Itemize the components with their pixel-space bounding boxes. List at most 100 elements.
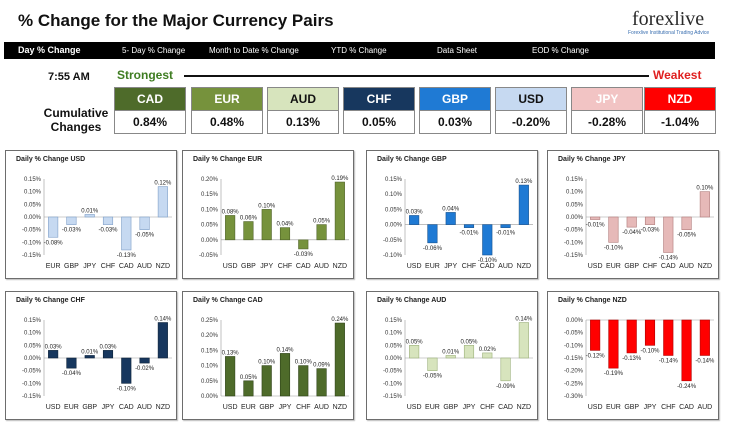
y-tick-label: 0.05% — [24, 343, 42, 349]
y-tick-label: -0.30% — [564, 394, 584, 400]
currency-cumulative-value: -0.20% — [496, 110, 566, 134]
tab-eod-change[interactable]: EOD % Change — [532, 46, 589, 55]
timestamp: 7:55 AM — [48, 71, 90, 83]
bar — [298, 365, 309, 397]
y-tick-label: -0.10% — [383, 381, 403, 387]
chart-plot: 0.25% 0.20% 0.15% 0.10% 0.05% 0.00% 0.13% USD 0.… — [201, 317, 349, 411]
currency-box-jpy: JPY -0.28% — [571, 87, 643, 134]
currency-box-nzd: NZD -1.04% — [644, 87, 716, 134]
bar — [590, 319, 601, 351]
data-label: -0.03% — [98, 228, 118, 234]
data-label: 0.04% — [276, 222, 294, 228]
x-tick-label: CAD — [119, 263, 134, 270]
y-tick-label: -0.15% — [383, 394, 403, 400]
currency-box-aud: AUD 0.13% — [267, 87, 339, 134]
x-tick-label: AUD — [314, 404, 329, 411]
bar — [225, 215, 236, 241]
tab-day-change[interactable]: Day % Change — [18, 45, 81, 55]
x-tick-label: USD — [223, 404, 238, 411]
x-tick-label: JPY — [102, 404, 115, 411]
data-label: -0.04% — [62, 371, 82, 377]
y-tick-label: 0.10% — [566, 190, 584, 196]
x-tick-label: NZD — [333, 404, 347, 411]
tab-month-to-date-change[interactable]: Month to Date % Change — [209, 46, 299, 55]
chart-title: Daily % Change EUR — [193, 156, 263, 163]
y-tick-label: 0.10% — [201, 207, 219, 213]
cumulative-changes-label: Cumulative Changes — [43, 106, 109, 134]
chart-title: Daily % Change USD — [16, 156, 86, 163]
x-tick-label: EUR — [46, 263, 61, 270]
x-tick-label: CHF — [462, 263, 476, 270]
x-tick-label: EUR — [425, 404, 440, 411]
x-tick-label: USD — [223, 263, 238, 270]
x-tick-label: USD — [46, 404, 61, 411]
bar — [298, 239, 309, 250]
x-tick-label: CAD — [296, 263, 311, 270]
x-tick-label: NZD — [333, 263, 347, 270]
data-label: 0.12% — [154, 181, 172, 187]
x-tick-label: CAD — [119, 404, 134, 411]
bar — [590, 216, 601, 220]
bar — [139, 216, 150, 230]
bar — [261, 365, 272, 397]
bar — [463, 224, 475, 228]
forexlive-logo: forexlive Forexlive Institutional Tradin… — [616, 6, 721, 40]
y-tick-label: -0.10% — [564, 240, 584, 246]
y-tick-label: -0.05% — [383, 369, 403, 375]
tab-ytd-change[interactable]: YTD % Change — [331, 46, 387, 55]
nav-bar: Day % Change 5- Day % Change Month to Da… — [4, 42, 715, 59]
chart-title: Daily % Change CAD — [193, 297, 263, 304]
bar — [139, 357, 150, 364]
x-tick-label: NZD — [517, 263, 531, 270]
y-tick-label: -0.10% — [383, 253, 403, 259]
data-label: 0.06% — [240, 216, 258, 222]
currency-cumulative-value: 0.03% — [420, 110, 490, 134]
y-tick-label: 0.00% — [385, 223, 403, 229]
x-tick-label: USD — [407, 263, 422, 270]
data-label: 0.14% — [154, 317, 172, 323]
data-label: -0.10% — [640, 348, 660, 354]
x-tick-label: GBP — [82, 404, 97, 411]
bar — [608, 216, 619, 243]
chart-title: Daily % Change JPY — [558, 156, 626, 163]
chart-jpy: Daily % Change JPY 0.15% 0.10% 0.05% 0.00% -0… — [547, 150, 719, 279]
bar — [261, 209, 272, 241]
x-tick-label: JPY — [279, 404, 292, 411]
bar — [681, 319, 692, 382]
bar — [243, 380, 254, 397]
bar — [121, 357, 132, 384]
chart-plot: 0.15%0.10%0.05%0.00%-0.05%-0.10%-0.15%0.… — [383, 317, 533, 411]
data-label: -0.14% — [695, 358, 715, 364]
x-tick-label: CAD — [480, 263, 495, 270]
bar — [66, 216, 77, 225]
bar — [334, 322, 345, 397]
chart-plot: 0.15% 0.10% 0.05% 0.00% -0.05% -0.10% -0.15% -0… — [22, 177, 172, 270]
tab-5-day-change[interactable]: 5- Day % Change — [122, 46, 186, 55]
y-tick-label: 0.25% — [201, 318, 219, 324]
x-tick-label: AUD — [697, 404, 712, 411]
chart-plot: 0.15% 0.10% 0.05% 0.00% -0.05% -0.10% 0.03% USD… — [383, 177, 533, 270]
bar — [699, 319, 710, 356]
x-tick-label: USD — [588, 263, 603, 270]
x-tick-label: NZD — [156, 263, 170, 270]
chart-gbp: Daily % Change GBP 0.15% 0.10% 0.05% 0.00% -0… — [366, 150, 538, 279]
currency-box-gbp: GBP 0.03% — [419, 87, 491, 134]
bar — [334, 181, 345, 241]
y-tick-label: 0.15% — [385, 177, 403, 183]
data-label: -0.09% — [496, 384, 516, 390]
currency-box-chf: CHF 0.05% — [343, 87, 415, 134]
tab-data-sheet[interactable]: Data Sheet — [437, 46, 478, 55]
y-tick-label: 0.15% — [24, 177, 42, 183]
x-tick-label: NZD — [517, 404, 531, 411]
x-tick-label: CHF — [296, 404, 310, 411]
data-label: 0.03% — [45, 344, 63, 350]
bar — [48, 350, 59, 359]
currency-code: JPY — [572, 88, 642, 110]
bar — [157, 186, 168, 218]
data-label: 0.14% — [276, 347, 294, 353]
chart-title: Daily % Change NZD — [558, 297, 627, 304]
x-tick-label: JPY — [83, 263, 96, 270]
data-label: 0.01% — [81, 349, 99, 355]
y-tick-label: -0.05% — [564, 228, 584, 234]
x-tick-label: EUR — [606, 404, 621, 411]
